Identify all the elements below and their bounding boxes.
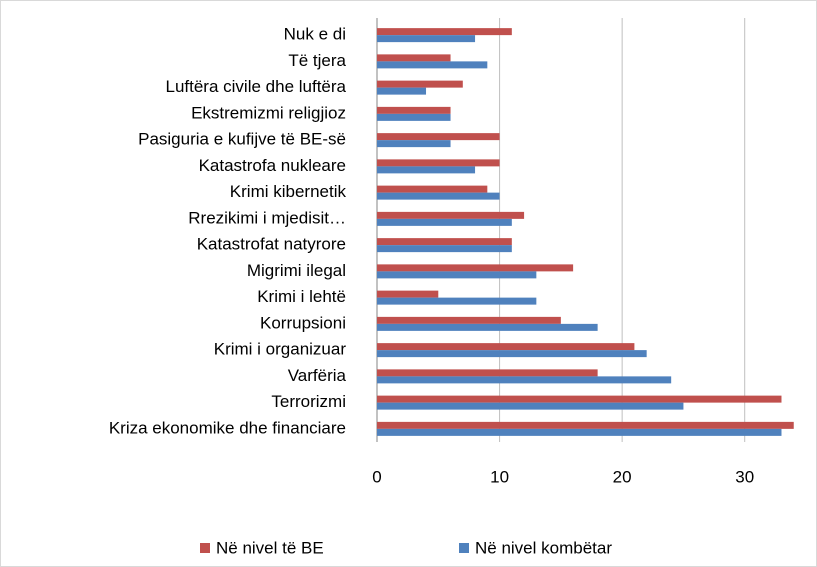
- bar: [377, 402, 684, 410]
- y-tick-label: Katastrofa nukleare: [199, 156, 346, 175]
- bar: [377, 238, 512, 246]
- bar: [377, 185, 488, 193]
- bar: [377, 297, 537, 305]
- y-tick-label: Luftëra civile dhe luftëra: [166, 77, 347, 96]
- x-tick-label: 10: [490, 467, 509, 486]
- bar: [377, 350, 647, 358]
- y-tick-label: Pasiguria e kufijve të BE-së: [138, 130, 346, 149]
- y-tick-label: Krimi kibernetik: [230, 182, 347, 201]
- y-tick-label: Ekstremizmi religjioz: [191, 103, 346, 122]
- y-tick-label: Të tjera: [288, 51, 346, 70]
- bar: [377, 113, 451, 121]
- x-tick-label: 30: [735, 467, 754, 486]
- bar: [377, 395, 782, 403]
- bar: [377, 140, 451, 148]
- bar: [377, 35, 476, 43]
- bar: [377, 264, 574, 272]
- bar: [377, 271, 537, 279]
- bar: [377, 87, 427, 95]
- y-tick-label: Korrupsioni: [260, 313, 346, 332]
- legend-label: Në nivel kombëtar: [475, 538, 612, 557]
- bar: [377, 106, 451, 114]
- legend-label: Në nivel të BE: [216, 538, 324, 557]
- bar: [377, 421, 794, 429]
- legend-swatch: [459, 543, 469, 553]
- bar: [377, 369, 598, 377]
- y-tick-label: Nuk e di: [284, 25, 346, 44]
- bar: [377, 61, 488, 69]
- bar: [377, 245, 512, 253]
- bar: [377, 290, 439, 298]
- bar: [377, 28, 512, 36]
- legend-swatch: [200, 543, 210, 553]
- y-tick-label: Katastrofat natyrore: [197, 235, 346, 254]
- bar: [377, 211, 525, 219]
- bar: [377, 166, 476, 174]
- x-tick-label: 0: [372, 467, 381, 486]
- bar: [377, 133, 500, 141]
- bar: [377, 376, 672, 384]
- x-tick-label: 20: [613, 467, 632, 486]
- y-tick-label: Varfëria: [288, 366, 347, 385]
- bar: [377, 80, 463, 88]
- bar: [377, 428, 782, 436]
- y-tick-label: Migrimi ilegal: [247, 261, 346, 280]
- bar: [377, 343, 635, 351]
- y-tick-label: Krimi i organizuar: [214, 340, 347, 359]
- bar: [377, 54, 451, 62]
- bar: [377, 159, 500, 167]
- bar: [377, 316, 561, 324]
- bar: [377, 192, 500, 200]
- y-tick-label: Krimi i lehtë: [257, 287, 346, 306]
- y-tick-label: Terrorizmi: [271, 392, 346, 411]
- y-tick-label: Kriza ekonomike dhe financiare: [109, 418, 346, 437]
- bar: [377, 323, 598, 331]
- y-tick-label: Rrezikimi i mjedisit…: [188, 208, 346, 227]
- bar: [377, 218, 512, 226]
